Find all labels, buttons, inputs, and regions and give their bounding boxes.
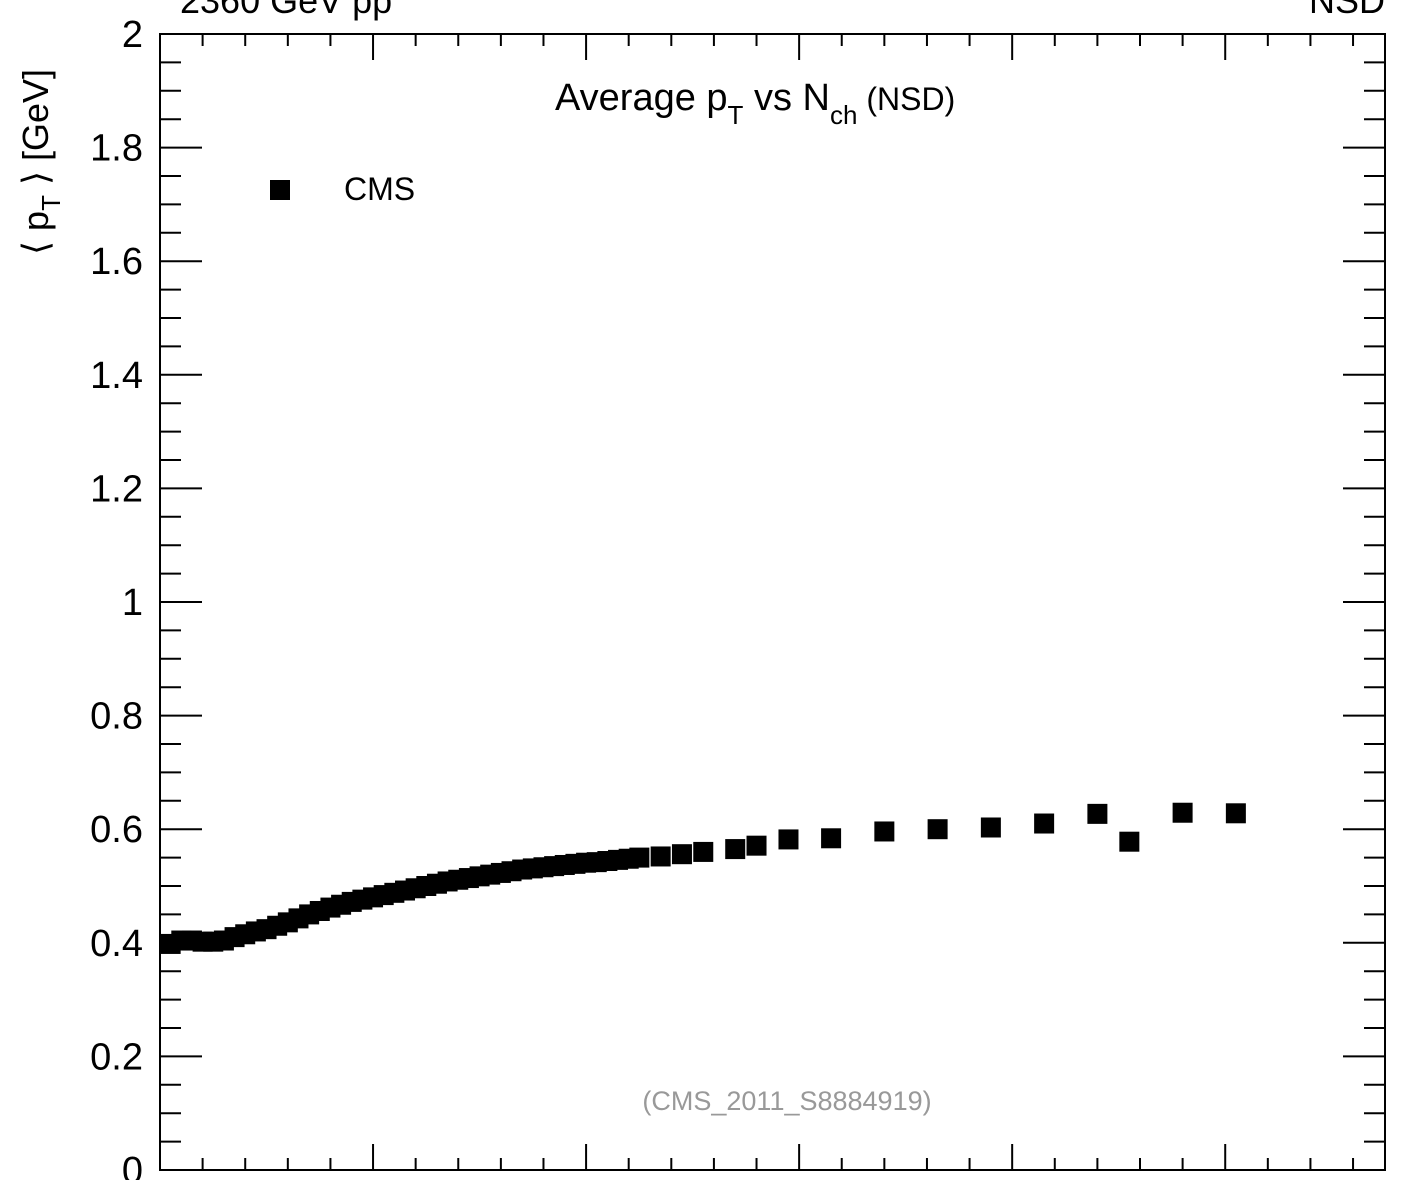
data-point: [650, 846, 671, 867]
data-point: [927, 819, 948, 840]
data-point: [778, 829, 799, 850]
y-tick-label: 2: [122, 14, 143, 56]
y-tick-label: 1.2: [90, 468, 143, 510]
watermark: (CMS_2011_S8884919): [642, 1086, 931, 1116]
ylabel-sub: T: [36, 195, 66, 211]
data-point: [1087, 803, 1108, 824]
title-main: Average p: [555, 77, 728, 119]
y-tick-label: 0.6: [90, 809, 143, 851]
ylabel-open: ⟨ p: [15, 211, 56, 255]
y-tick-label: 1.4: [90, 355, 143, 397]
data-point: [746, 835, 767, 856]
title-main-sub: T: [728, 100, 744, 130]
data-point: [1034, 813, 1055, 834]
data-point: [1225, 803, 1246, 824]
y-tick-label: 0.2: [90, 1036, 143, 1078]
data-points: [160, 802, 1246, 954]
data-point: [725, 839, 746, 860]
data-point: [821, 828, 842, 849]
header-right-label: NSD: [1309, 0, 1385, 21]
data-point: [874, 821, 895, 842]
y-tick-label: 1.6: [90, 241, 143, 283]
data-point: [980, 817, 1001, 838]
y-tick-label: 0.8: [90, 696, 143, 738]
title-mid-sub: ch: [830, 100, 857, 130]
data-point: [629, 847, 650, 868]
ylabel-close: ⟩ [GeV]: [15, 69, 56, 195]
data-point: [671, 844, 692, 865]
title-tail: (NSD): [857, 81, 955, 117]
data-point: [1172, 802, 1193, 823]
data-point: [693, 841, 714, 862]
chart-title: Average pT vs Nch (NSD): [555, 77, 955, 130]
legend-label-cms: CMS: [344, 171, 415, 207]
y-tick-label: 0: [122, 1150, 143, 1180]
header-left-label: 2360 GeV pp: [180, 0, 392, 21]
y-axis-label: ⟨ pT ⟩ [GeV]: [15, 69, 66, 255]
title-mid: vs N: [743, 77, 830, 119]
y-tick-label: 1.8: [90, 128, 143, 170]
y-tick-labels: 0 0.2 0.4 0.6 0.8 1 1.2 1.4 1.6 1.8 2: [90, 14, 143, 1180]
axis-ticks: [159, 33, 1385, 1171]
legend-marker-cms: [270, 180, 290, 200]
legend: CMS: [270, 171, 415, 207]
y-tick-label: 0.4: [90, 923, 143, 965]
y-tick-label: 1: [122, 582, 143, 624]
data-point: [1119, 831, 1140, 852]
